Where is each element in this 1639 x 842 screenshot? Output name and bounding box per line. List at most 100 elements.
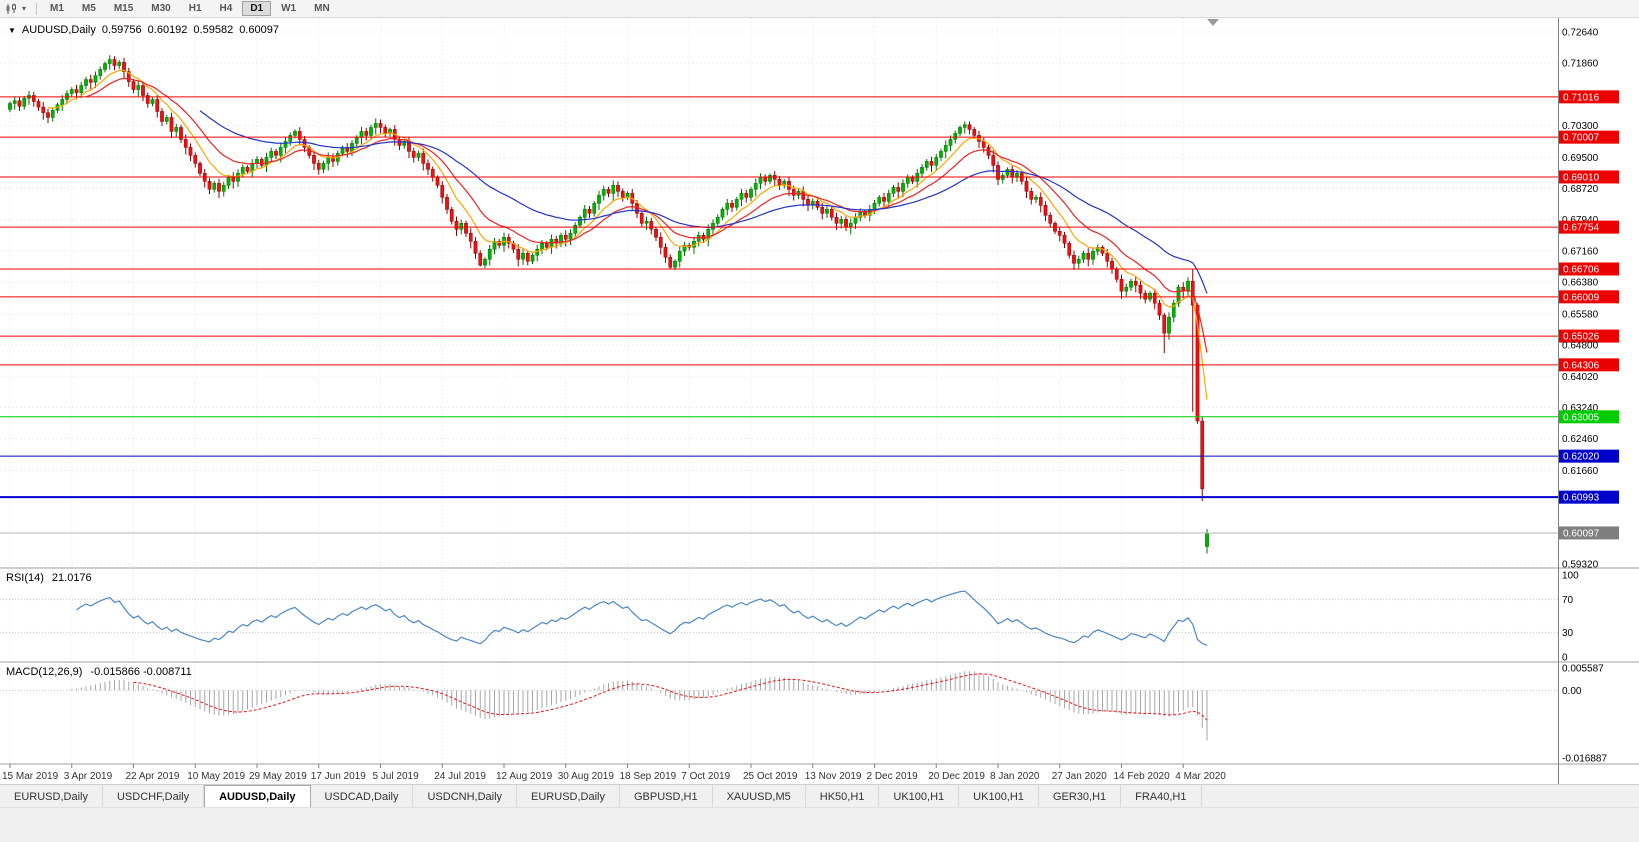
price-axis-label: 0.72640	[1562, 27, 1599, 38]
chart-tab-gbpusd-h1[interactable]: GBPUSD,H1	[620, 785, 713, 808]
price-axis-label: 0.71860	[1562, 59, 1599, 70]
timeframe-button-m1[interactable]: M1	[50, 3, 64, 14]
price-badge-red	[1559, 358, 1619, 372]
chart-tab-usdchf-daily[interactable]: USDCHF,Daily	[103, 785, 205, 808]
date-axis-label: 29 May 2019	[249, 771, 307, 782]
date-axis-label: 25 Oct 2019	[743, 771, 798, 782]
grid-layer	[0, 18, 1558, 764]
chart-type-toolgroup: ▾	[0, 2, 32, 16]
overlay-ma-fast[interactable]	[47, 69, 1208, 400]
chart-tab-xauusd-m5[interactable]: XAUUSD,M5	[713, 785, 806, 808]
chart-title-open: 0.59756	[101, 24, 142, 36]
price-badge-red	[1559, 220, 1619, 234]
price-axis-label: 0.61660	[1562, 466, 1599, 477]
macd-histogram	[66, 671, 1208, 741]
price-badge-red	[1559, 290, 1619, 304]
chart-type-dropdown-caret-icon[interactable]: ▾	[21, 4, 26, 13]
chart-tab-fra40-h1[interactable]: FRA40,H1	[1121, 785, 1202, 808]
date-axis-label: 12 Aug 2019	[496, 771, 553, 782]
price-badge-label: 0.69010	[1563, 172, 1600, 183]
chart-tab-usdcnh-daily[interactable]: USDCNH,Daily	[413, 785, 518, 808]
price-badge-label: 0.62020	[1563, 452, 1600, 463]
price-badge-red	[1559, 262, 1619, 276]
price-axis-label: 0.69500	[1562, 153, 1599, 164]
chart-title-low: 0.59582	[193, 24, 234, 36]
macd-signal-line	[133, 673, 1208, 721]
macd-axis-label: 0.005587	[1562, 664, 1604, 675]
date-axis-label: 22 Apr 2019	[126, 771, 180, 782]
date-axis-label: 5 Jul 2019	[373, 771, 420, 782]
date-axis-label: 4 Mar 2020	[1175, 771, 1226, 782]
timeframe-button-m5[interactable]: M5	[81, 3, 96, 14]
chart-tab-uk100-h1[interactable]: UK100,H1	[959, 785, 1039, 808]
rsi-axis-label: 30	[1562, 628, 1574, 639]
price-badge-label: 0.65026	[1563, 332, 1600, 343]
timeframe-button-d1[interactable]: D1	[242, 1, 272, 16]
toolbar-separator	[36, 2, 37, 15]
date-axis-label: 15 Mar 2019	[2, 771, 59, 782]
chart-tab-ger30-h1[interactable]: GER30,H1	[1039, 785, 1122, 808]
date-axis-label: 27 Jan 2020	[1052, 771, 1107, 782]
rsi-axis-label: 70	[1562, 595, 1574, 606]
rsi-value: 21.0176	[51, 572, 92, 584]
chart-tab-eurusd-daily[interactable]: EURUSD,Daily	[517, 785, 620, 808]
timeframe-button-h4[interactable]: H4	[219, 3, 233, 14]
rsi-pane-header: RSI(14) 21.0176	[6, 572, 92, 584]
candlestick-chart-icon[interactable]	[3, 2, 19, 16]
timeframe-button-h1[interactable]: H1	[188, 3, 202, 14]
date-axis-label: 18 Sep 2019	[620, 771, 677, 782]
price-badge-label: 0.64306	[1563, 360, 1600, 371]
timeframe-button-m15[interactable]: M15	[113, 3, 134, 14]
overlay-ma-mid[interactable]	[85, 77, 1208, 353]
chart-shift-marker[interactable]	[1207, 19, 1219, 26]
macd-label: MACD(12,26,9)	[6, 666, 83, 678]
overlay-ma-slow[interactable]	[199, 110, 1208, 294]
price-axis-label: 0.64800	[1562, 341, 1599, 352]
timeframe-button-mn[interactable]: MN	[314, 3, 330, 14]
macd-value: -0.015866 -0.008711	[90, 666, 192, 678]
timeframe-button-m30[interactable]: M30	[151, 3, 171, 14]
price-badge-label: 0.67754	[1563, 223, 1600, 234]
chart-region: 0.72640 0.71860 0.71016 0.70300 0.70007 0.695…	[0, 18, 1639, 784]
timeframe-button-w1[interactable]: W1	[281, 3, 297, 14]
toolbar: ▾ M1 M5 M15 M30 H1 H4 D1 W1 MN	[0, 0, 1639, 18]
price-axis-label: 0.64020	[1562, 372, 1599, 383]
chart-menu-icon[interactable]: ▼	[8, 25, 16, 35]
date-axis-label: 10 May 2019	[187, 771, 245, 782]
chart-tab-eurusd-daily[interactable]: EURUSD,Daily	[0, 785, 103, 808]
chart-tab-uk100-h1[interactable]: UK100,H1	[879, 785, 960, 808]
date-axis-label: 24 Jul 2019	[434, 771, 486, 782]
date-axis-label: 14 Feb 2020	[1114, 771, 1171, 782]
chart-tabs-bar: EURUSD,Daily USDCHF,Daily AUDUSD,Daily USDC…	[0, 784, 1639, 808]
date-axis-label: 13 Nov 2019	[805, 771, 862, 782]
price-badge-label: 0.63005	[1563, 412, 1600, 423]
price-axis-label: 0.68720	[1562, 184, 1599, 195]
date-axis-label: 30 Aug 2019	[558, 771, 615, 782]
candlestick-chart-icon-glyph	[6, 3, 16, 14]
date-axis-label: 8 Jan 2020	[990, 771, 1040, 782]
price-badge-label: 0.66706	[1563, 264, 1600, 275]
price-badge-red	[1559, 130, 1619, 144]
chart-title-high: 0.60192	[147, 24, 188, 36]
macd-axis-label: -0.016887	[1562, 754, 1607, 765]
chart-tab-audusd-daily[interactable]: AUDUSD,Daily	[204, 785, 311, 808]
chart-tab-usdcad-daily[interactable]: USDCAD,Daily	[311, 785, 414, 808]
date-axis-label: 20 Dec 2019	[928, 771, 985, 782]
price-axis-label: 0.70300	[1562, 121, 1599, 132]
price-axis-label: 0.63240	[1562, 403, 1599, 414]
price-axis-label: 0.62460	[1562, 434, 1599, 445]
chart-tab-hk50-h1[interactable]: HK50,H1	[806, 785, 880, 808]
window-bottom-strip	[0, 807, 1639, 842]
price-badge-label: 0.60097	[1563, 528, 1600, 539]
price-badge-red	[1559, 90, 1619, 104]
price-axis-label: 0.67160	[1562, 246, 1599, 257]
chart-title-close: 0.60097	[239, 24, 279, 36]
date-axis-label: 3 Apr 2019	[64, 771, 113, 782]
chart-title-symbol: AUDUSD,Daily	[21, 24, 96, 36]
price-badge-red	[1559, 170, 1619, 184]
date-axis-label: 2 Dec 2019	[867, 771, 919, 782]
horizontal-level-lines[interactable]	[0, 96, 1558, 499]
